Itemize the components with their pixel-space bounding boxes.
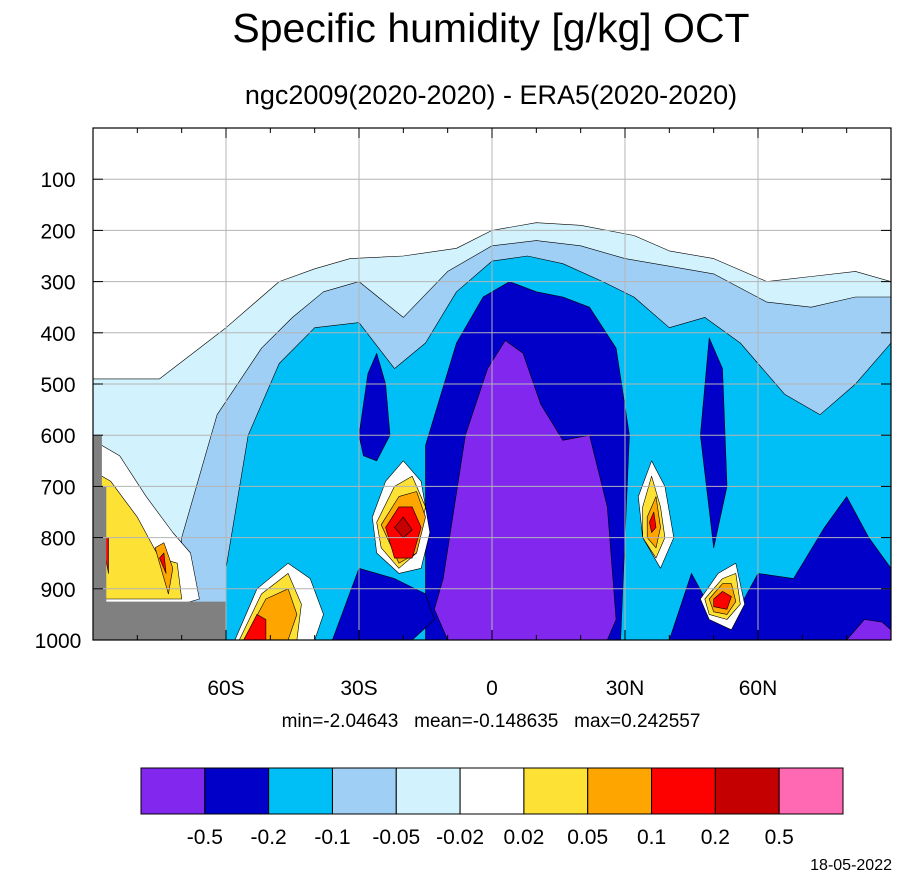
- missing-region-0: [93, 435, 226, 640]
- x-tick-label: 60N: [739, 677, 778, 700]
- colorbar-box: [523, 767, 589, 815]
- colorbar-box: [714, 767, 780, 815]
- x-tick-label: 60S: [207, 677, 244, 700]
- colorbar-label: 0.02: [503, 826, 544, 849]
- colorbar-labels: -0.5 -0.2 -0.1 -0.05 -0.02 0.02 0.05 0.1 0.2 0.5: [187, 826, 794, 849]
- colorbar-label: 0.2: [701, 826, 730, 849]
- colorbar-box: [268, 767, 333, 815]
- y-tick-label: 400: [40, 323, 75, 346]
- colorbar-box: [140, 767, 206, 815]
- contour-region-nh-sfc-dry-0.5: [846, 619, 891, 640]
- colorbar-label: -0.2: [251, 826, 287, 849]
- plot-area: [92, 127, 892, 641]
- y-tick-label: 1000: [35, 630, 82, 653]
- y-tick-label: 700: [40, 476, 75, 499]
- contour-region-nh-moist-0.2: [649, 511, 657, 533]
- y-tick-label: 300: [40, 272, 75, 295]
- y-tick-label: 500: [40, 374, 75, 397]
- chart-subtitle: ngc2009(2020-2020) - ERA5(2020-2020): [245, 80, 737, 110]
- chart-title: Specific humidity [g/kg] OCT: [232, 5, 749, 51]
- colorbar-box: [587, 767, 653, 815]
- colorbar-label: 0.5: [765, 826, 794, 849]
- y-axis-labels: 100 200 300 400 500 600 700 800 900 1000: [35, 169, 82, 653]
- colorbar-label: -0.02: [436, 826, 484, 849]
- x-tick-label: 0: [486, 677, 498, 700]
- contour-region-sh-low-dry-0.2: [332, 567, 435, 640]
- date-text: 18-05-2022: [810, 857, 892, 874]
- y-tick-label: 600: [40, 425, 75, 448]
- stats-text: min=-2.04643 mean=-0.148635 max=0.242557: [282, 711, 701, 732]
- colorbar-box: [651, 767, 716, 815]
- colorbar-box: [778, 767, 844, 815]
- colorbar-box: [331, 767, 397, 815]
- contour-region-nh-mid-dry-0.2: [700, 337, 728, 549]
- contour-region-tropical-dry-0.5: [434, 340, 617, 640]
- colorbar-label: -0.05: [372, 826, 420, 849]
- colorbar-box: [395, 767, 461, 815]
- x-axis-labels: 60S 30S 0 30N 60N: [207, 677, 777, 700]
- x-tick-label: 30S: [340, 677, 377, 700]
- colorbar-label: -0.1: [314, 826, 350, 849]
- y-tick-label: 100: [40, 169, 75, 192]
- contour-region-sh-sfc-moist-0.2: [243, 614, 267, 640]
- x-tick-label: 30N: [606, 677, 645, 700]
- contour-region-ant-moist-0.2: [159, 552, 167, 574]
- colorbar-box: [459, 767, 525, 815]
- colorbar-label: 0.1: [637, 826, 666, 849]
- colorbar: [140, 767, 844, 815]
- y-tick-label: 900: [40, 579, 75, 602]
- contour-region-sh-moist-0.5: [394, 516, 413, 538]
- colorbar-label: -0.5: [187, 826, 223, 849]
- colorbar-label: 0.05: [567, 826, 608, 849]
- colorbar-box: [204, 767, 270, 815]
- y-tick-label: 800: [40, 528, 75, 551]
- contour-region-sh-mid-dry-0.2: [358, 352, 391, 462]
- contour-region-nh-low-moist-0.2: [713, 591, 732, 610]
- y-tick-label: 200: [40, 220, 75, 243]
